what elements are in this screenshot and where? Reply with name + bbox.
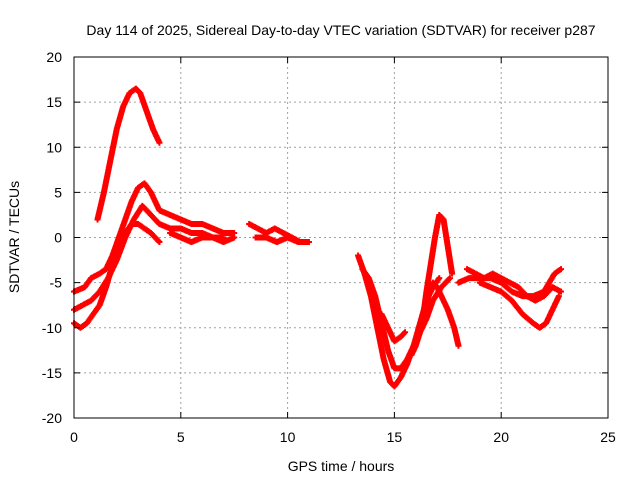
x-tick-label: 25	[600, 429, 616, 445]
data-point	[449, 270, 456, 277]
data-point	[231, 234, 238, 241]
series-arc-night-rise	[419, 211, 456, 327]
y-tick-label: -10	[42, 320, 62, 336]
series-arc-evening-b	[252, 234, 308, 246]
y-tick-label: -20	[42, 410, 62, 426]
data-point	[558, 288, 565, 295]
x-tick-label: 5	[177, 429, 185, 445]
y-tick-label: 15	[46, 94, 62, 110]
data-point	[558, 266, 565, 273]
series-arc-predawn-lower	[476, 279, 562, 331]
y-tick-label: 5	[54, 184, 62, 200]
x-tick-label: 10	[280, 429, 296, 445]
data-point	[446, 275, 453, 282]
series-arc-afternoon-cluster	[167, 229, 238, 246]
y-tick-label: 10	[46, 139, 62, 155]
series-arc-peak	[94, 85, 163, 223]
series-arc-predawn-mid	[464, 266, 565, 304]
x-tick-label: 20	[493, 429, 509, 445]
y-tick-label: -5	[50, 275, 63, 291]
data-point	[555, 293, 562, 300]
chart-title: Day 114 of 2025, Sidereal Day-to-day VTE…	[86, 22, 595, 38]
x-axis-label: GPS time / hours	[288, 458, 395, 474]
data-point	[436, 275, 443, 282]
data-point	[402, 329, 409, 336]
data-point	[455, 342, 462, 349]
data-point	[301, 239, 308, 246]
x-tick-label: 15	[387, 429, 403, 445]
data-point	[156, 239, 163, 246]
x-tick-label: 0	[70, 429, 78, 445]
y-axis-label: SDTVAR / TECUs	[6, 181, 22, 293]
series-arc-night-c	[378, 311, 409, 345]
axis-ticks: 0 5 10 15 20 25 -20 -15 -10 -5 0 5 10 15 20	[42, 49, 616, 445]
grid	[74, 57, 608, 418]
y-tick-label: 20	[46, 49, 62, 65]
y-tick-label: -15	[42, 365, 62, 381]
series-arc-morning-lower	[71, 220, 163, 331]
plot-area	[71, 85, 565, 390]
data-point	[156, 139, 163, 146]
y-tick-label: 0	[54, 230, 62, 246]
